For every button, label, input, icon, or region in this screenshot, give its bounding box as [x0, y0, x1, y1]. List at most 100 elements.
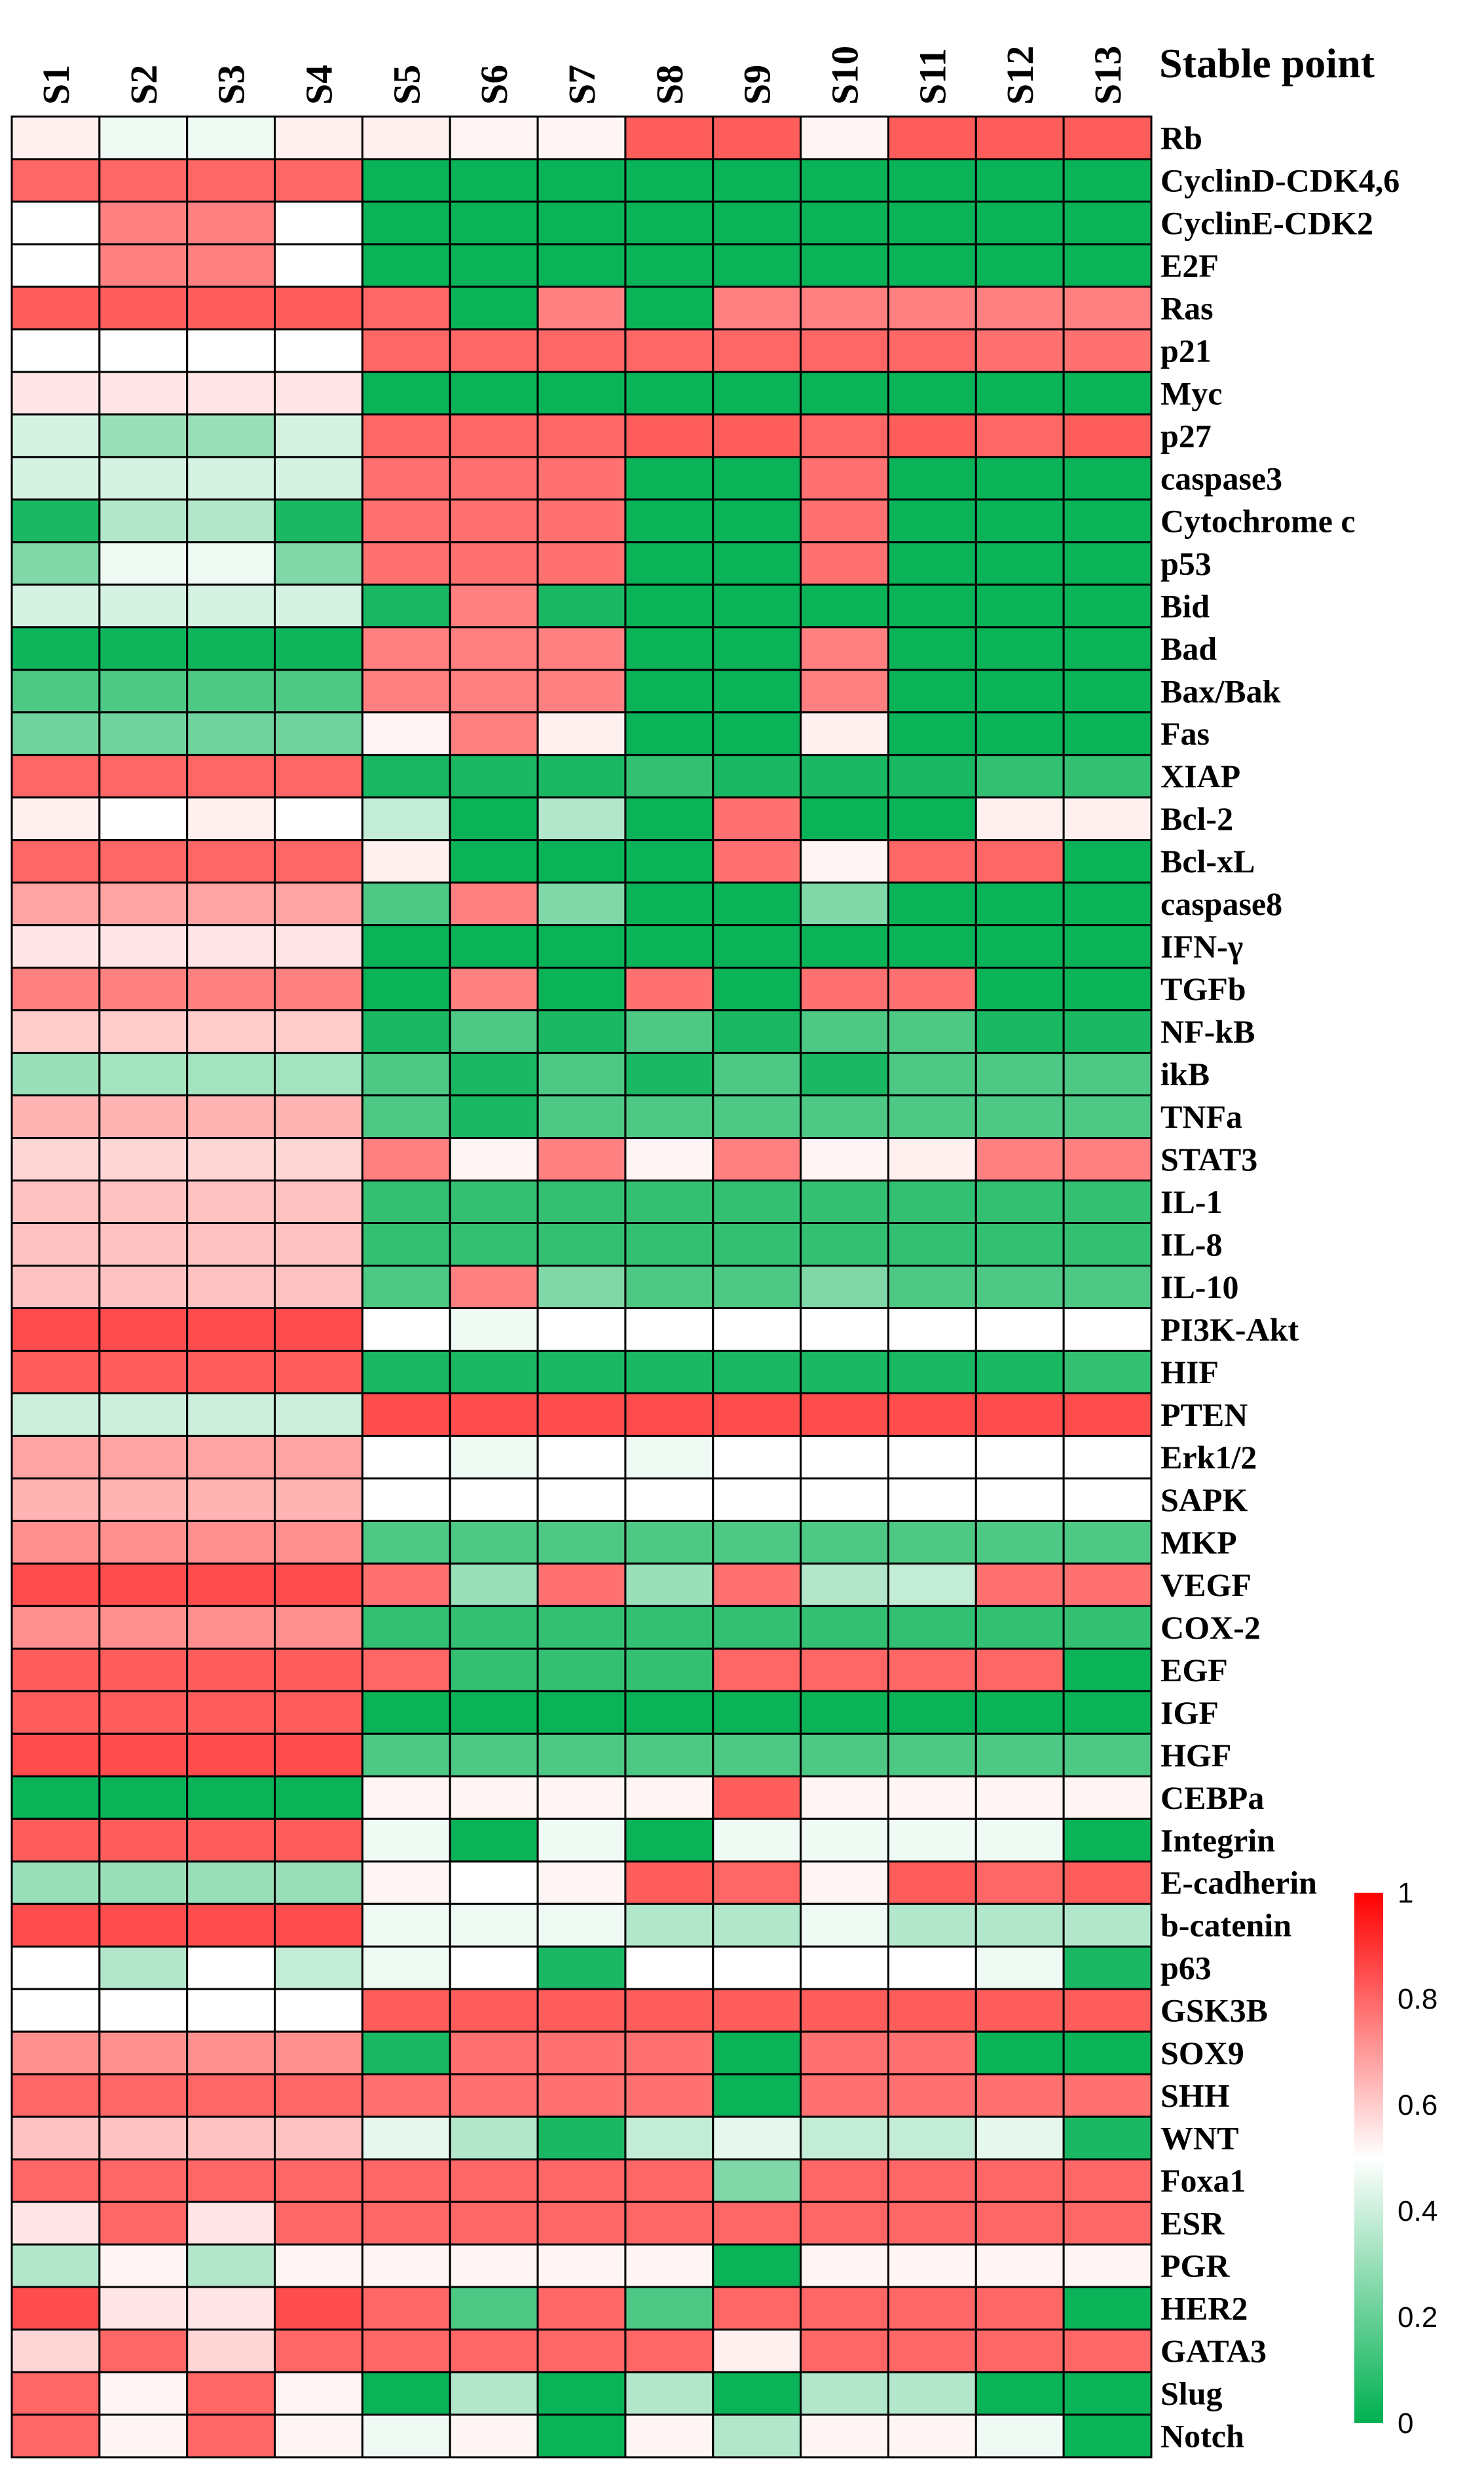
heatmap-cell — [536, 1605, 627, 1650]
heatmap-cell — [624, 1265, 714, 1309]
heatmap-cell — [10, 158, 101, 203]
heatmap-cell — [536, 2328, 627, 2373]
heatmap-cell — [536, 796, 627, 842]
heatmap-cell — [274, 711, 363, 756]
heatmap-cell — [800, 371, 889, 416]
heatmap-cell — [274, 413, 363, 458]
heatmap-cell — [974, 967, 1065, 1012]
heatmap-cell — [10, 328, 101, 373]
heatmap-cell — [974, 328, 1065, 373]
heatmap-cell — [974, 584, 1065, 629]
heatmap-cell — [274, 1307, 363, 1352]
heatmap-cell — [712, 2328, 802, 2373]
heatmap-cell — [10, 1009, 101, 1054]
heatmap-cell — [712, 1477, 802, 1522]
heatmap-cell — [274, 1009, 363, 1054]
heatmap-cell — [449, 882, 539, 927]
heatmap-cell — [361, 2371, 451, 2416]
heatmap-cell — [624, 839, 714, 884]
row-label: Integrin — [1160, 1822, 1275, 1859]
heatmap-cell — [10, 1903, 101, 1948]
heatmap-cell — [449, 1137, 539, 1182]
heatmap-cell — [10, 2371, 101, 2416]
heatmap-cell — [974, 2115, 1065, 2161]
heatmap-cell — [974, 839, 1065, 884]
heatmap-cell — [974, 2030, 1065, 2075]
heatmap-cell — [624, 1817, 714, 1863]
heatmap-cell — [536, 1307, 627, 1352]
heatmap-cell — [186, 1988, 276, 2033]
heatmap-cell — [186, 2073, 276, 2118]
heatmap-cell — [1062, 1562, 1153, 1607]
heatmap-cell — [887, 1988, 977, 2033]
row-label: Bcl-2 — [1160, 800, 1233, 837]
heatmap-cell — [800, 1605, 889, 1650]
heatmap-cell — [712, 1222, 802, 1267]
heatmap-cell — [536, 115, 627, 160]
heatmap-cell — [449, 2413, 539, 2459]
heatmap-cell — [10, 924, 101, 969]
row-label: IL-1 — [1160, 1183, 1222, 1220]
heatmap-cell — [10, 796, 101, 842]
column-label: S6 — [473, 65, 515, 105]
heatmap-cell — [186, 967, 276, 1012]
heatmap-cell — [449, 1392, 539, 1437]
heatmap-cell — [624, 1052, 714, 1097]
row-label: GATA3 — [1160, 2333, 1267, 2369]
heatmap-cell — [1062, 1647, 1153, 1692]
heatmap-cell — [887, 882, 977, 927]
heatmap-cell — [712, 1137, 802, 1182]
heatmap-cell — [361, 2243, 451, 2288]
heatmap-cell — [1062, 754, 1153, 799]
heatmap-cell — [98, 158, 189, 203]
heatmap-cell — [274, 2030, 363, 2075]
heatmap-cell — [361, 2073, 451, 2118]
heatmap-cell — [800, 1265, 889, 1309]
heatmap-cell — [712, 1349, 802, 1394]
heatmap-cell — [1062, 2158, 1153, 2203]
heatmap-cell — [536, 1094, 627, 1140]
heatmap-cell — [449, 541, 539, 586]
heatmap-cell — [712, 541, 802, 586]
heatmap-cell — [186, 115, 276, 160]
heatmap-cell — [1062, 2286, 1153, 2331]
heatmap-cell — [974, 1903, 1065, 1948]
heatmap-cell — [712, 1860, 802, 1905]
heatmap-cell — [449, 115, 539, 160]
heatmap-cell — [449, 669, 539, 714]
heatmap-cell — [186, 1265, 276, 1309]
heatmap-cell — [536, 1477, 627, 1522]
heatmap-cell — [800, 1094, 889, 1140]
heatmap-cell — [274, 2371, 363, 2416]
heatmap-cell — [712, 371, 802, 416]
heatmap-cell — [712, 1690, 802, 1735]
heatmap-cell — [624, 1860, 714, 1905]
heatmap-cell — [449, 1945, 539, 1990]
heatmap-cell — [1062, 1690, 1153, 1735]
colorbar-tick-label: 0.4 — [1398, 2195, 1438, 2227]
heatmap-cell — [887, 2413, 977, 2459]
heatmap-cell — [712, 1647, 802, 1692]
heatmap-cell — [536, 1009, 627, 1054]
heatmap-cell — [186, 796, 276, 842]
heatmap-cell — [974, 2328, 1065, 2373]
heatmap-cell — [274, 626, 363, 671]
heatmap-cell — [361, 2286, 451, 2331]
heatmap-cell — [536, 1137, 627, 1182]
column-label: S9 — [736, 65, 779, 105]
heatmap-cell — [186, 1180, 276, 1225]
heatmap-cell — [974, 1477, 1065, 1522]
heatmap-cell — [98, 924, 189, 969]
row-label: Cytochrome c — [1160, 502, 1356, 539]
heatmap-cell — [624, 1519, 714, 1565]
heatmap-cell — [536, 1052, 627, 1097]
heatmap-cell — [624, 541, 714, 586]
heatmap-cell — [10, 2286, 101, 2331]
heatmap-cell — [449, 1732, 539, 1777]
heatmap-cell — [274, 200, 363, 246]
heatmap-cell — [1062, 541, 1153, 586]
heatmap-cell — [1062, 286, 1153, 331]
heatmap-cell — [274, 2158, 363, 2203]
heatmap-cell — [974, 2413, 1065, 2459]
heatmap-cell — [800, 541, 889, 586]
